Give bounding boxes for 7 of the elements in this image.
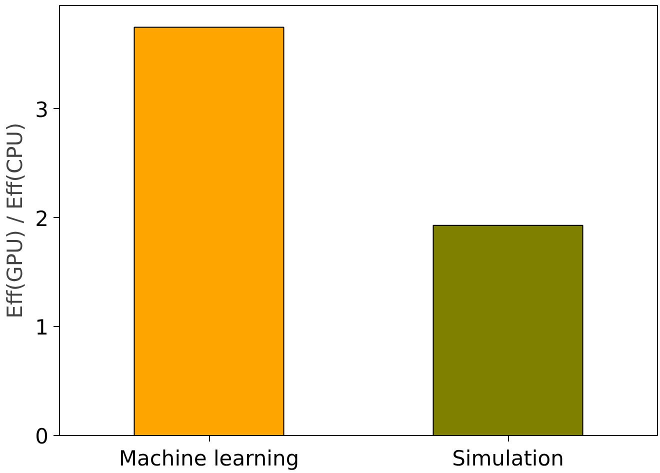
y-axis-title: Eff(GPU) / Eff(CPU) bbox=[3, 122, 28, 318]
y-tick-label: 3 bbox=[35, 98, 49, 122]
y-tick-label: 0 bbox=[35, 424, 49, 448]
x-tick-label: Machine learning bbox=[118, 446, 300, 470]
y-tick-label: 1 bbox=[35, 316, 49, 340]
y-tick-label: 2 bbox=[35, 206, 49, 231]
x-tick-label: Simulation bbox=[452, 446, 564, 470]
